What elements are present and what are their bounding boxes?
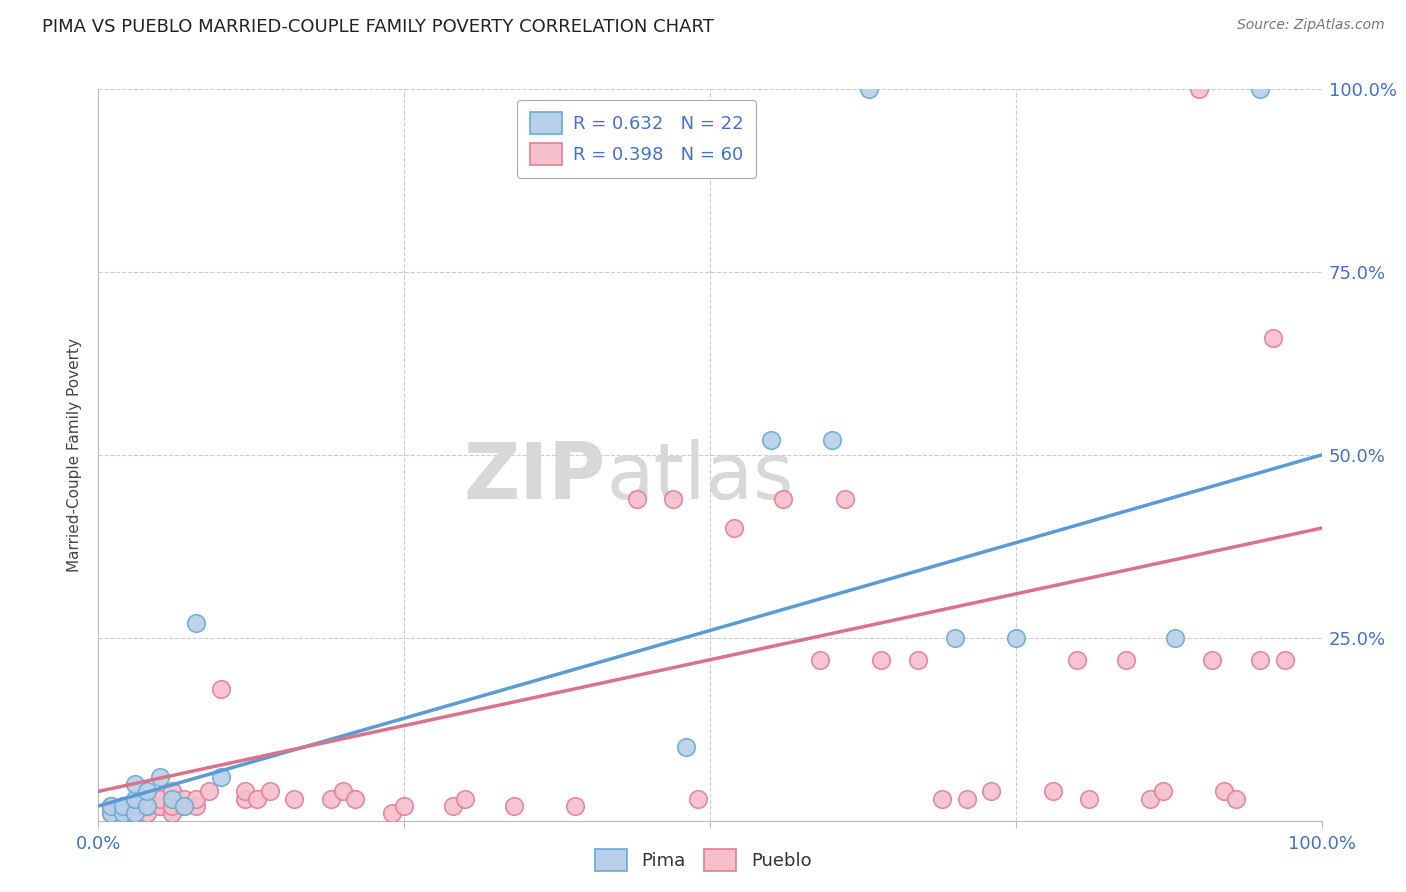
Point	[319, 791, 342, 805]
Point	[503, 799, 526, 814]
Point	[283, 791, 305, 805]
Point	[1078, 791, 1101, 805]
Point	[931, 791, 953, 805]
Text: PIMA VS PUEBLO MARRIED-COUPLE FAMILY POVERTY CORRELATION CHART: PIMA VS PUEBLO MARRIED-COUPLE FAMILY POV…	[42, 18, 714, 36]
Point	[160, 791, 183, 805]
Point	[173, 799, 195, 814]
Point	[1212, 784, 1234, 798]
Point	[686, 791, 709, 805]
Point	[1042, 784, 1064, 798]
Point	[233, 784, 256, 798]
Point	[124, 806, 146, 821]
Point	[392, 799, 416, 814]
Point	[943, 631, 966, 645]
Y-axis label: Married-Couple Family Poverty: Married-Couple Family Poverty	[67, 338, 83, 572]
Point	[124, 799, 146, 814]
Point	[821, 434, 844, 448]
Point	[834, 491, 856, 506]
Point	[332, 784, 354, 798]
Point	[381, 806, 404, 821]
Legend: R = 0.632   N = 22, R = 0.398   N = 60: R = 0.632 N = 22, R = 0.398 N = 60	[517, 100, 756, 178]
Point	[124, 777, 146, 791]
Point	[858, 82, 880, 96]
Point	[1201, 653, 1223, 667]
Point	[1225, 791, 1247, 805]
Point	[662, 491, 685, 506]
Point	[956, 791, 979, 805]
Point	[197, 784, 219, 798]
Point	[1152, 784, 1174, 798]
Point	[160, 784, 183, 798]
Point	[626, 491, 648, 506]
Point	[723, 521, 745, 535]
Point	[870, 653, 893, 667]
Point	[1164, 631, 1187, 645]
Point	[209, 770, 232, 784]
Point	[186, 616, 208, 631]
Point	[1249, 653, 1271, 667]
Point	[111, 799, 134, 814]
Point	[564, 799, 586, 814]
Legend: Pima, Pueblo: Pima, Pueblo	[588, 842, 818, 879]
Point	[454, 791, 477, 805]
Point	[149, 770, 172, 784]
Point	[1274, 653, 1296, 667]
Point	[980, 784, 1002, 798]
Point	[160, 806, 183, 821]
Point	[160, 799, 183, 814]
Point	[111, 806, 134, 821]
Point	[808, 653, 831, 667]
Point	[100, 806, 122, 821]
Point	[173, 799, 195, 814]
Point	[100, 806, 122, 821]
Text: atlas: atlas	[606, 439, 793, 515]
Point	[1004, 631, 1026, 645]
Point	[136, 784, 159, 798]
Point	[907, 653, 929, 667]
Point	[136, 799, 159, 814]
Point	[111, 799, 134, 814]
Point	[136, 806, 159, 821]
Point	[100, 799, 122, 814]
Text: ZIP: ZIP	[464, 439, 606, 515]
Point	[675, 740, 697, 755]
Point	[149, 791, 172, 805]
Point	[111, 806, 134, 821]
Point	[233, 791, 256, 805]
Point	[100, 799, 122, 814]
Point	[209, 681, 232, 696]
Point	[136, 791, 159, 805]
Point	[136, 799, 159, 814]
Point	[1139, 791, 1161, 805]
Point	[149, 799, 172, 814]
Point	[186, 791, 208, 805]
Point	[1249, 82, 1271, 96]
Point	[124, 806, 146, 821]
Point	[441, 799, 464, 814]
Point	[1066, 653, 1088, 667]
Point	[173, 791, 195, 805]
Point	[1261, 331, 1284, 345]
Point	[246, 791, 269, 805]
Point	[1115, 653, 1137, 667]
Point	[1188, 82, 1211, 96]
Point	[344, 791, 367, 805]
Point	[761, 434, 783, 448]
Point	[772, 491, 794, 506]
Point	[124, 791, 146, 805]
Point	[186, 799, 208, 814]
Point	[259, 784, 281, 798]
Text: Source: ZipAtlas.com: Source: ZipAtlas.com	[1237, 18, 1385, 32]
Point	[149, 799, 172, 814]
